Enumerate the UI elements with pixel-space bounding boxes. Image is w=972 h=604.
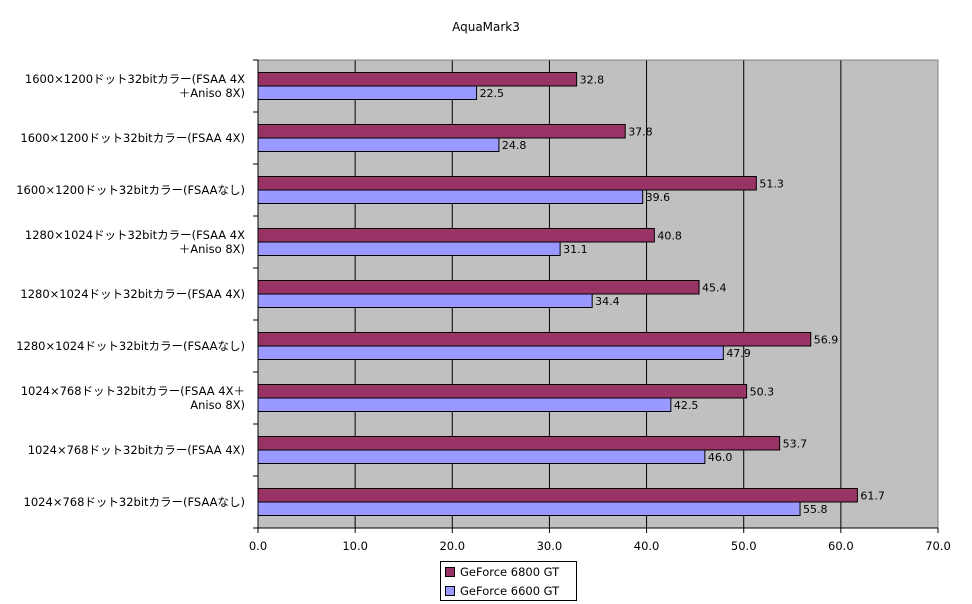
- data-label-series-1: 32.8: [580, 73, 605, 86]
- data-label-series-2: 22.5: [480, 87, 505, 100]
- category-label: 1600×1200ドット32bitカラー(FSAAなし): [16, 183, 245, 197]
- bar-series-2: [257, 345, 724, 360]
- data-label-series-1: 51.3: [759, 177, 784, 190]
- data-label-series-1: 56.9: [814, 333, 839, 346]
- bar-series-1: [257, 228, 655, 243]
- category-label: 1280×1024ドット32bitカラー(FSAA 4X: [25, 228, 245, 242]
- bar-series-2: [257, 501, 801, 516]
- category-label: 1600×1200ドット32bitカラー(FSAA 4X): [20, 131, 245, 145]
- data-label-series-2: 24.8: [502, 139, 527, 152]
- category-label: Aniso 8X): [190, 398, 245, 412]
- category-label: ＋Aniso 8X): [179, 242, 245, 256]
- data-label-series-2: 34.4: [595, 295, 620, 308]
- data-label-series-2: 31.1: [563, 243, 588, 256]
- data-label-series-1: 61.7: [860, 489, 885, 502]
- legend-swatch-series-2: [445, 586, 455, 596]
- legend: GeForce 6800 GT GeForce 6600 GT: [440, 561, 577, 601]
- legend-item-series-2: GeForce 6600 GT: [445, 583, 559, 599]
- data-label-series-2: 42.5: [674, 399, 699, 412]
- bar-series-2: [257, 137, 500, 152]
- data-label-series-1: 45.4: [702, 281, 727, 294]
- x-tick-label: 50.0: [731, 539, 757, 553]
- legend-label-series-2: GeForce 6600 GT: [460, 584, 560, 598]
- x-tick-label: 40.0: [634, 539, 660, 553]
- bar-series-2: [257, 293, 593, 308]
- bar-series-1: [257, 332, 812, 347]
- x-tick-label: 20.0: [439, 539, 465, 553]
- bar-series-1: [257, 176, 757, 191]
- bar-series-1: [257, 124, 626, 139]
- bar-series-1: [257, 436, 781, 451]
- bar-series-1: [257, 384, 748, 399]
- data-label-series-2: 39.6: [646, 191, 671, 204]
- bar-series-1: [257, 488, 858, 503]
- x-tick-label: 10.0: [342, 539, 368, 553]
- category-label: 1024×768ドット32bitカラー(FSAA 4X＋: [21, 384, 245, 398]
- legend-label-series-1: GeForce 6800 GT: [460, 565, 560, 579]
- bar-series-2: [257, 397, 672, 412]
- bar-series-1: [257, 280, 700, 295]
- category-label: 1280×1024ドット32bitカラー(FSAA 4X): [20, 287, 245, 301]
- data-label-series-1: 50.3: [750, 385, 775, 398]
- category-label: 1280×1024ドット32bitカラー(FSAAなし): [16, 339, 245, 353]
- bar-series-2: [257, 449, 706, 464]
- chart-title: AquaMark3: [452, 20, 520, 34]
- legend-swatch-series-1: [445, 567, 455, 577]
- category-label: ＋Aniso 8X): [179, 86, 245, 100]
- x-tick-label: 70.0: [925, 539, 951, 553]
- data-label-series-1: 53.7: [783, 437, 808, 450]
- x-tick-label: 0.0: [249, 539, 267, 553]
- data-label-series-2: 55.8: [803, 503, 828, 516]
- bar-series-2: [257, 85, 478, 100]
- data-label-series-1: 37.8: [628, 125, 653, 138]
- bar-series-1: [257, 72, 578, 87]
- category-label: 1600×1200ドット32bitカラー(FSAA 4X: [25, 72, 245, 86]
- category-label: 1024×768ドット32bitカラー(FSAA 4X): [28, 443, 245, 457]
- category-label: 1024×768ドット32bitカラー(FSAAなし): [24, 495, 245, 509]
- data-label-series-1: 40.8: [657, 229, 682, 242]
- bar-chart: 0.0 10.0 20.0 30.0 40.0 50.0 60.0 70.0 32.8 22.5 1…: [16, 59, 951, 553]
- bar-series-2: [257, 189, 644, 204]
- data-label-series-2: 46.0: [708, 451, 733, 464]
- x-tick-label: 30.0: [537, 539, 563, 553]
- data-label-series-2: 47.9: [726, 347, 751, 360]
- bar-series-2: [257, 241, 561, 256]
- x-tick-label: 60.0: [828, 539, 854, 553]
- legend-item-series-1: GeForce 6800 GT: [445, 564, 559, 580]
